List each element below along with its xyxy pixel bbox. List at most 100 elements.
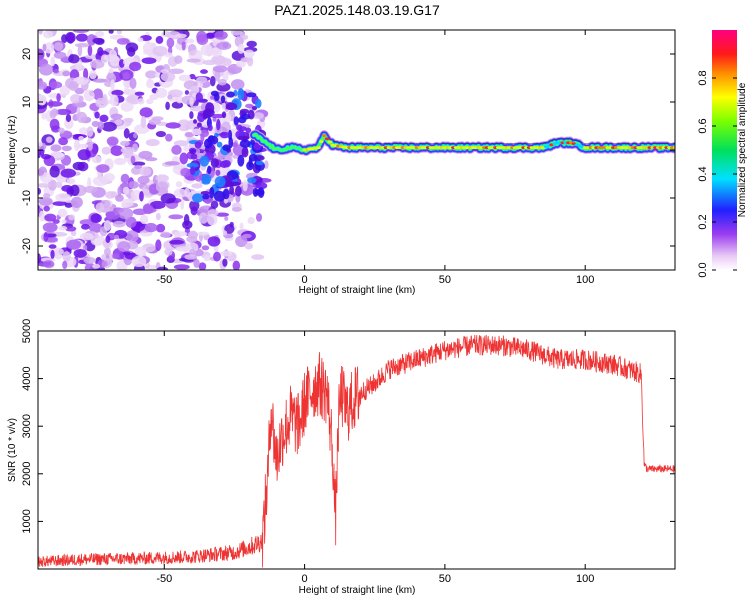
noise-blob [237,88,245,101]
noise-blob [38,48,45,61]
noise-blob [83,68,89,80]
noise-blob [207,165,212,175]
noise-blob [189,111,194,119]
noise-blob [125,117,134,123]
noise-blob [101,146,111,155]
noise-blob [123,251,131,256]
noise-blob [58,127,65,134]
noise-blob [66,178,76,185]
ridge-core-segment [316,146,321,150]
noise-blob [126,46,136,57]
noise-blob [217,78,227,86]
noise-blob [91,155,102,164]
noise-blob [230,79,245,90]
noise-blob [254,189,265,196]
x-tick-label: -50 [156,274,172,286]
x-tick-label: 0 [302,573,308,585]
noise-blob [173,188,188,198]
noise-blob [210,200,219,209]
noise-blob [128,180,139,189]
noise-blob [69,184,80,197]
noise-blob [88,223,103,234]
noise-blob [238,126,247,132]
noise-blob [216,41,232,50]
snr-y-ticks: 1000 2000 3000 4000 5000 [21,319,675,534]
noise-blob [49,81,63,89]
noise-blob [146,98,154,105]
noise-blob [146,79,155,89]
noise-blob [145,138,160,147]
noise-blob [99,114,109,123]
noise-blob [246,56,254,67]
noise-blob [140,115,147,128]
noise-blob [68,54,80,64]
noise-blob [90,213,102,224]
noise-blob [94,30,105,38]
noise-blob [103,247,111,256]
noise-blob [55,181,63,188]
noise-blob [117,241,131,252]
noise-blob [130,155,136,164]
spectrogram-x-ticks: -50 0 50 100 [156,30,594,286]
noise-blob [224,216,229,221]
ridge-core-segment [319,140,324,144]
noise-blob [240,113,251,120]
noise-blob [38,141,43,147]
y-tick-label: 10 [21,96,33,108]
noise-blob [246,40,257,48]
noise-blob [53,152,65,158]
noise-blob [109,94,119,107]
noise-blob [216,141,223,148]
noise-blob [38,197,53,206]
noise-blob [77,45,83,57]
noise-blob [38,81,48,90]
colorbar-label: Normalized spectral amplitude [737,82,748,217]
noise-blob [116,30,122,35]
noise-blob [53,51,67,59]
noise-blob [83,89,95,102]
noise-blob [209,75,216,87]
ridge-edge-line [332,138,675,144]
noise-blob [42,222,58,233]
noise-blob [114,234,120,240]
noise-blob [255,212,263,222]
noise-blob [55,108,72,116]
noise-blob [155,239,162,252]
noise-blob [92,263,101,269]
noise-blob [229,221,234,228]
signal-ridge [249,129,675,156]
noise-blob [50,249,55,259]
noise-blob [246,92,257,98]
noise-blob [114,119,123,126]
noise-blob [193,81,199,87]
noise-blob [160,193,176,204]
noise-blob [185,38,195,44]
spectrogram-y-ticks: -20 -10 0 10 20 [21,48,675,254]
noise-blob [144,222,158,233]
noise-blob [207,135,219,145]
noise-blob [221,111,227,119]
noise-blob [38,253,42,264]
noise-blob [184,90,190,95]
noise-blob [211,55,226,65]
noise-blob [181,41,186,51]
x-tick-label: 100 [576,274,594,286]
noise-blob [92,78,108,83]
noise-blob [175,181,183,188]
spectrogram-ylabel: Frequency (Hz) [7,116,18,185]
noise-blob [155,130,167,138]
noise-blob [155,87,168,99]
noise-blob [73,139,80,152]
noise-blob [186,58,201,63]
noise-blob [141,57,157,65]
noise-blob [216,118,221,131]
noise-blob [55,193,72,202]
noise-blob [155,174,169,183]
noise-blob [129,61,142,72]
noise-blob [164,248,173,256]
noise-blob [54,42,64,51]
noise-blob [198,212,209,224]
y-tick-label: 5000 [21,319,33,343]
noise-blob [73,248,87,258]
noise-blob [192,193,204,203]
